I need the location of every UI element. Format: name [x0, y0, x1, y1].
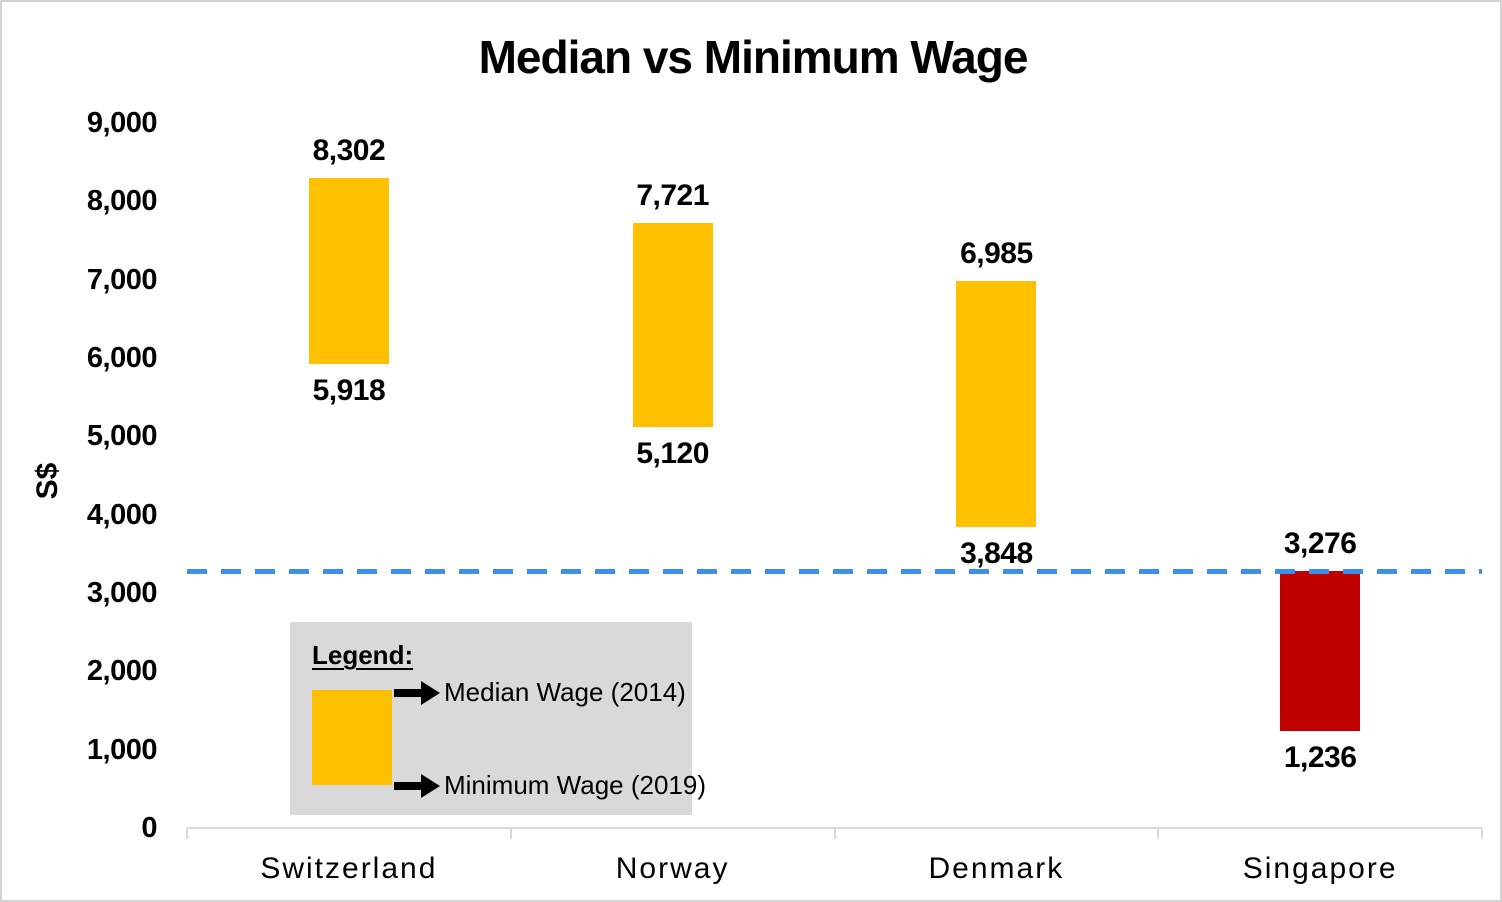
- x-axis-category-label: Norway: [615, 852, 730, 885]
- x-axis-tick: [1157, 829, 1160, 839]
- reference-line-minimum-wage: [187, 569, 1482, 575]
- median-wage-value-label: 3,276: [1283, 527, 1357, 561]
- range-bar-norway: [632, 223, 713, 427]
- legend-item-minimum-wage: Minimum Wage (2019): [394, 770, 706, 801]
- range-bar-singapore: [1280, 571, 1361, 732]
- legend-item-label: Median Wage (2014): [444, 677, 686, 707]
- y-axis-tick-label: 9,000: [86, 107, 158, 139]
- minimum-wage-value-label: 5,918: [312, 374, 386, 408]
- x-axis-category-label: Denmark: [928, 852, 1065, 885]
- y-axis-tick-label: 2,000: [86, 655, 158, 688]
- minimum-wage-value-label: 1,236: [1283, 741, 1357, 775]
- y-axis-tick-label: 3,000: [86, 577, 158, 609]
- y-axis-tick-label: 7,000: [86, 263, 158, 296]
- median-wage-value-label: 6,985: [960, 236, 1033, 270]
- y-axis-tick-label: 6,000: [86, 342, 158, 374]
- x-axis-line: [187, 827, 1482, 829]
- median-wage-value-label: 8,302: [312, 133, 386, 167]
- x-axis-tick: [833, 829, 836, 839]
- y-axis-tick-label: 4,000: [86, 498, 158, 531]
- arrow-right-icon: [394, 680, 440, 706]
- chart-title: Median vs Minimum Wage: [478, 31, 1029, 83]
- minimum-wage-value-label: 3,848: [960, 536, 1033, 570]
- y-axis-tick-label: 5,000: [86, 420, 158, 453]
- range-bar-switzerland: [308, 177, 389, 365]
- y-axis-tick-label: 1,000: [86, 733, 158, 766]
- arrow-right-icon: [394, 773, 440, 799]
- legend-box: Legend: Median Wage (2014) Minimum Wage …: [290, 622, 706, 815]
- y-axis-tick-label: 8,000: [86, 185, 158, 218]
- legend-item-median-wage: Median Wage (2014): [394, 677, 686, 708]
- legend-title: Legend:: [312, 640, 414, 670]
- range-bar-denmark: [956, 280, 1037, 527]
- minimum-wage-value-label: 5,120: [636, 436, 709, 470]
- legend-item-label: Minimum Wage (2019): [444, 770, 707, 800]
- legend-swatch: [312, 690, 392, 785]
- y-axis-tick-label: 0: [141, 812, 157, 844]
- x-axis-tick: [1481, 829, 1483, 839]
- x-axis-tick: [509, 829, 512, 839]
- x-axis-category-label: Switzerland: [260, 852, 438, 885]
- x-axis-category-label: Singapore: [1242, 852, 1398, 885]
- x-axis-tick: [186, 829, 188, 839]
- median-wage-value-label: 7,721: [636, 179, 709, 213]
